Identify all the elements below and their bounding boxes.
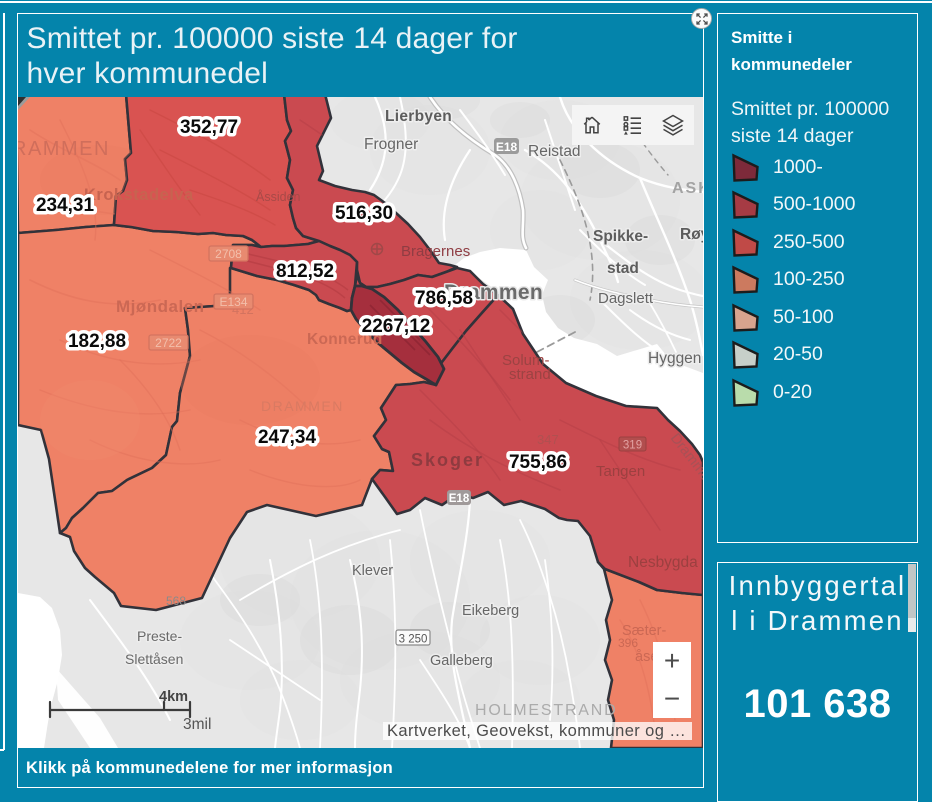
svg-text:234,31: 234,31	[36, 195, 95, 216]
svg-text:Røy: Røy	[680, 226, 703, 243]
svg-text:4km: 4km	[159, 689, 188, 705]
svg-text:Dagslett: Dagslett	[598, 290, 654, 307]
svg-text:Slettåsen: Slettåsen	[125, 651, 183, 667]
svg-text:2267,12: 2267,12	[362, 316, 431, 337]
svg-text:Tangen: Tangen	[596, 463, 645, 480]
svg-text:Galleberg: Galleberg	[430, 653, 493, 669]
svg-text:Hyggen: Hyggen	[648, 350, 701, 367]
svg-text:3mil: 3mil	[183, 716, 211, 733]
svg-text:ASK: ASK	[672, 180, 703, 197]
svg-text:strand: strand	[509, 366, 551, 383]
svg-text:stad: stad	[607, 260, 639, 277]
svg-text:Lierbyen: Lierbyen	[385, 108, 452, 125]
svg-text:Åssiden: Åssiden	[256, 189, 301, 204]
svg-text:Eikeberg: Eikeberg	[462, 603, 519, 619]
svg-text:396: 396	[618, 636, 638, 650]
svg-text:352,77: 352,77	[180, 117, 238, 138]
svg-text:516,30: 516,30	[335, 203, 393, 224]
svg-text:E18: E18	[449, 493, 470, 505]
svg-text:Lierbyen: Lierbyen	[385, 108, 452, 125]
svg-text:347: 347	[537, 432, 559, 447]
svg-text:Bragernes: Bragernes	[401, 243, 470, 260]
svg-text:Klever: Klever	[352, 563, 393, 579]
svg-text:Skoger: Skoger	[411, 450, 484, 470]
svg-text:HOLMESTRAND: HOLMESTRAND	[475, 702, 617, 719]
svg-text:Hyggen: Hyggen	[648, 350, 701, 367]
svg-text:786,58: 786,58	[415, 288, 473, 309]
svg-text:812,52: 812,52	[276, 261, 334, 282]
svg-text:Klever: Klever	[352, 563, 393, 579]
svg-text:Reistad: Reistad	[528, 143, 581, 160]
svg-text:Sæter-: Sæter-	[622, 623, 666, 639]
svg-text:182,88: 182,88	[68, 331, 126, 352]
svg-text:Preste-: Preste-	[137, 628, 182, 644]
svg-text:Reistad: Reistad	[528, 143, 581, 160]
svg-text:RAMMEN: RAMMEN	[18, 138, 110, 160]
svg-text:E18: E18	[496, 140, 518, 154]
svg-text:Slettåsen: Slettåsen	[125, 651, 183, 667]
svg-text:3 250: 3 250	[399, 634, 428, 646]
svg-text:319: 319	[623, 440, 642, 452]
svg-text:2708: 2708	[215, 247, 242, 261]
svg-text:568: 568	[166, 594, 186, 608]
svg-text:Eikeberg: Eikeberg	[462, 603, 519, 619]
svg-text:Frogner: Frogner	[364, 136, 418, 153]
svg-text:Galleberg: Galleberg	[430, 653, 493, 669]
svg-text:Frogner: Frogner	[364, 136, 418, 153]
svg-text:Preste-: Preste-	[137, 628, 182, 644]
svg-text:Drammen: Drammen	[444, 281, 543, 304]
svg-text:2722: 2722	[155, 336, 182, 350]
svg-text:Konnerud: Konnerud	[307, 331, 383, 348]
svg-text:stad: stad	[607, 260, 639, 277]
svg-text:Dagslett: Dagslett	[598, 290, 654, 307]
svg-text:Nesbygda: Nesbygda	[628, 554, 698, 571]
svg-text:DRAMMEN: DRAMMEN	[261, 398, 344, 414]
svg-text:Røy: Røy	[680, 226, 703, 243]
svg-text:247,34: 247,34	[258, 427, 317, 448]
svg-text:Solum-: Solum-	[502, 352, 550, 369]
svg-text:Drammen: Drammen	[444, 281, 543, 304]
svg-text:Spikke-: Spikke-	[593, 228, 648, 245]
svg-text:Spikke-: Spikke-	[593, 228, 648, 245]
svg-text:755,86: 755,86	[509, 452, 567, 473]
svg-text:Krokstadelva: Krokstadelva	[84, 186, 194, 204]
svg-text:E134: E134	[219, 295, 247, 309]
svg-text:Mjøndalen: Mjøndalen	[116, 297, 205, 316]
